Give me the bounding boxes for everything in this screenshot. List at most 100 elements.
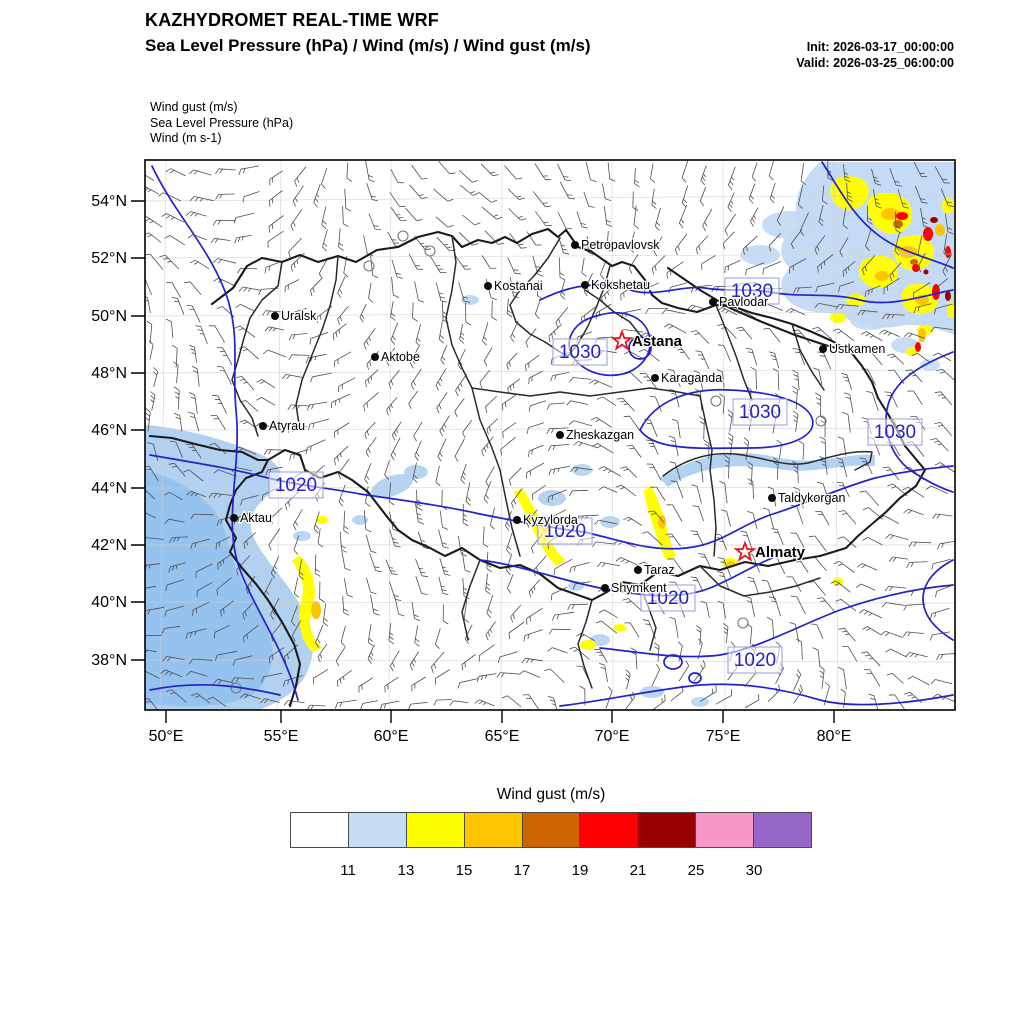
city-label: Ustkamen: [829, 342, 885, 356]
colorbar-cell: [579, 812, 639, 848]
city-marker: Ustkamen: [819, 341, 887, 357]
colorbar-tick: 21: [629, 862, 647, 879]
colorbar-tick: 15: [455, 862, 473, 879]
y-axis-labels: 54°N 52°N 50°N 48°N 46°N 44°N 42°N 40°N …: [91, 193, 127, 669]
city-marker: Kyzylorda: [513, 512, 579, 528]
colorbar: [290, 812, 813, 848]
pressure-label: 1030: [724, 277, 780, 305]
colorbar-tick: 11: [340, 862, 356, 879]
city-marker: Uralsk: [271, 308, 318, 324]
region-borders: [148, 227, 927, 708]
svg-text:42°N: 42°N: [91, 537, 127, 554]
pressure-label: 1030: [732, 398, 788, 426]
svg-text:65°E: 65°E: [485, 728, 520, 745]
svg-text:1030: 1030: [874, 422, 916, 443]
svg-text:1020: 1020: [544, 521, 586, 542]
city-label: Aktau: [240, 511, 272, 525]
pressure-label: 1030: [552, 338, 608, 366]
calm-wind-symbols: [230, 230, 827, 694]
svg-text:1020: 1020: [647, 588, 689, 609]
city-label: Atyrau: [269, 419, 305, 433]
wind-gust-shading: [145, 162, 955, 710]
svg-text:55°E: 55°E: [264, 728, 299, 745]
city-label: Karaganda: [661, 371, 722, 385]
capital-label: Almaty: [755, 544, 806, 561]
svg-text:60°E: 60°E: [374, 728, 409, 745]
svg-text:46°N: 46°N: [91, 422, 127, 439]
city-label: Kostanai: [494, 279, 543, 293]
layer-wind-gust: Wind gust (m/s): [150, 100, 238, 114]
svg-text:50°E: 50°E: [149, 728, 184, 745]
pressure-label: 1020: [268, 471, 324, 499]
svg-text:80°E: 80°E: [817, 728, 852, 745]
colorbar-cell: [637, 812, 697, 848]
x-axis-labels: 50°E 55°E 60°E 65°E 70°E 75°E 80°E: [149, 728, 852, 745]
city-label: Kokshetau: [591, 278, 650, 292]
pressure-label: 1020: [727, 646, 783, 674]
page-subtitle: Sea Level Pressure (hPa) / Wind (m/s) / …: [145, 36, 591, 55]
map-frame: [144, 159, 956, 711]
city-marker: Kostanai: [484, 278, 544, 294]
svg-text:1020: 1020: [734, 650, 776, 671]
layer-list: Wind gust (m/s) Sea Level Pressure (hPa)…: [150, 100, 293, 147]
svg-text:48°N: 48°N: [91, 365, 127, 382]
layer-wind: Wind (m s-1): [150, 131, 222, 145]
city-label: Taldykorgan: [778, 491, 845, 505]
colorbar-tick: 19: [571, 862, 589, 879]
city-label: Taraz: [644, 563, 675, 577]
colorbar-tick: 25: [687, 862, 705, 879]
city-markers: Petropavlovsk Kostanai Kokshetau Pavloda…: [230, 237, 887, 596]
city-label: Aktobe: [381, 350, 420, 364]
capital-marker: Astana: [610, 329, 684, 351]
colorbar-tick: 17: [513, 862, 531, 879]
city-marker: Taldykorgan: [768, 490, 847, 506]
city-label: Uralsk: [281, 309, 317, 323]
city-marker: Aktobe: [371, 349, 421, 365]
axis-ticks: [131, 200, 835, 723]
svg-text:1030: 1030: [559, 342, 601, 363]
svg-text:1030: 1030: [731, 281, 773, 302]
layer-slp: Sea Level Pressure (hPa): [150, 115, 294, 130]
colorbar-tick: 30: [745, 862, 763, 879]
capital-star-icon: [610, 329, 634, 351]
colorbar-cell: [405, 812, 465, 848]
city-marker: Shymkent: [601, 580, 668, 596]
svg-text:75°E: 75°E: [706, 728, 741, 745]
city-marker: Atyrau: [259, 418, 306, 434]
valid-time: Valid: 2026-03-25_06:00:00: [796, 56, 954, 70]
svg-text:1020: 1020: [275, 475, 317, 496]
colorbar-title: Wind gust (m/s): [496, 786, 606, 803]
city-marker: Karaganda: [651, 370, 724, 386]
colorbar-cell: [521, 812, 581, 848]
svg-text:54°N: 54°N: [91, 193, 127, 210]
city-label: Zheskazgan: [566, 428, 634, 442]
city-marker: Aktau: [230, 510, 273, 526]
capital-star-icon: [733, 540, 757, 562]
colorbar-cell: [290, 812, 349, 848]
colorbar-cell: [347, 812, 407, 848]
svg-text:50°N: 50°N: [91, 308, 127, 325]
city-label: Shymkent: [611, 581, 667, 595]
colorbar-cell: [695, 812, 755, 848]
svg-text:70°E: 70°E: [595, 728, 630, 745]
svg-text:38°N: 38°N: [91, 652, 127, 669]
city-marker: Taraz: [634, 562, 676, 578]
pressure-label: 1020: [537, 517, 593, 545]
svg-text:44°N: 44°N: [91, 480, 127, 497]
capital-marker: Almaty: [733, 540, 807, 562]
colorbar-cell: [753, 812, 813, 848]
svg-text:1030: 1030: [739, 402, 781, 423]
city-marker: Petropavlovsk: [571, 237, 662, 253]
run-times: Init: 2026-03-17_00:00:00 Valid: 2026-03…: [796, 39, 954, 71]
svg-text:40°N: 40°N: [91, 594, 127, 611]
city-marker: Pavlodar: [709, 294, 770, 310]
pressure-label: 1020: [640, 584, 696, 612]
city-label: Kyzylorda: [523, 513, 578, 527]
pressure-labels: 1030 1030 1030 1030 1020 1020 1020 1020: [268, 277, 923, 674]
city-label: Petropavlovsk: [581, 238, 660, 252]
init-time: Init: 2026-03-17_00:00:00: [806, 40, 954, 54]
city-marker: Zheskazgan: [556, 427, 635, 443]
colorbar-cell: [463, 812, 523, 848]
